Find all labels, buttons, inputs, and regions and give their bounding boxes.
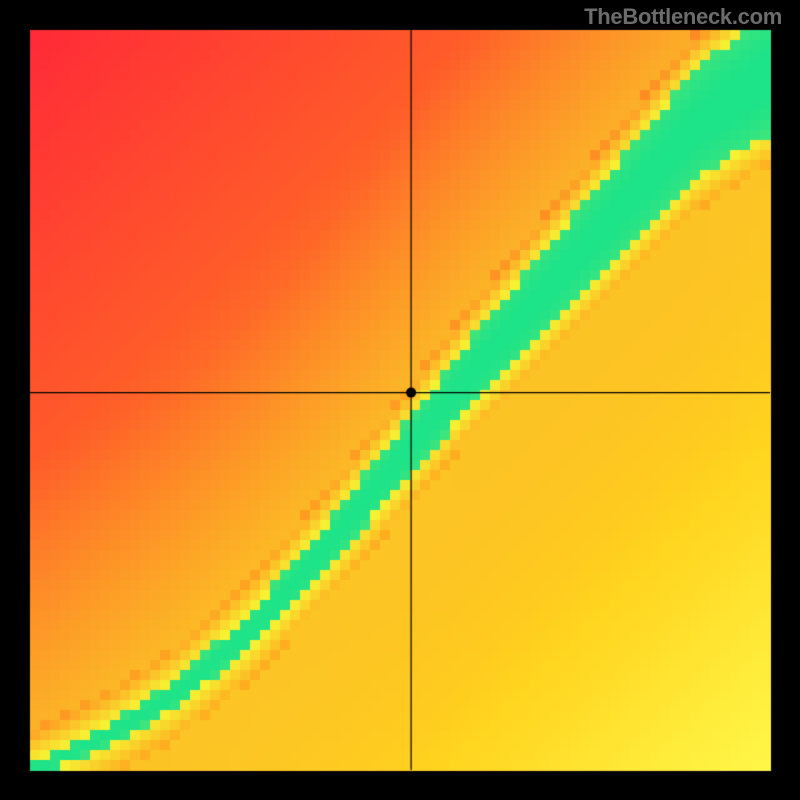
bottleneck-heatmap — [0, 0, 800, 800]
chart-container: TheBottleneck.com — [0, 0, 800, 800]
